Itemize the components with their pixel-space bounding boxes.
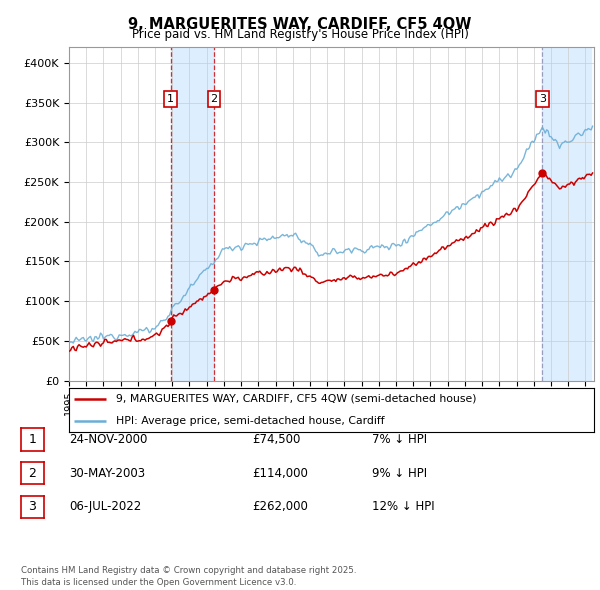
Text: HPI: Average price, semi-detached house, Cardiff: HPI: Average price, semi-detached house,… xyxy=(116,416,385,426)
Text: 2: 2 xyxy=(28,467,37,480)
Text: 7% ↓ HPI: 7% ↓ HPI xyxy=(372,433,427,446)
Text: Contains HM Land Registry data © Crown copyright and database right 2025.
This d: Contains HM Land Registry data © Crown c… xyxy=(21,566,356,587)
Text: 2: 2 xyxy=(211,94,217,104)
Text: 3: 3 xyxy=(539,94,546,104)
Text: 9, MARGUERITES WAY, CARDIFF, CF5 4QW: 9, MARGUERITES WAY, CARDIFF, CF5 4QW xyxy=(128,17,472,31)
Text: 3: 3 xyxy=(28,500,37,513)
Text: 1: 1 xyxy=(167,94,174,104)
Text: 24-NOV-2000: 24-NOV-2000 xyxy=(69,433,148,446)
Text: 06-JUL-2022: 06-JUL-2022 xyxy=(69,500,141,513)
Text: 9% ↓ HPI: 9% ↓ HPI xyxy=(372,467,427,480)
Text: 30-MAY-2003: 30-MAY-2003 xyxy=(69,467,145,480)
Text: £74,500: £74,500 xyxy=(252,433,301,446)
Text: Price paid vs. HM Land Registry's House Price Index (HPI): Price paid vs. HM Land Registry's House … xyxy=(131,28,469,41)
Bar xyxy=(170,47,214,381)
Text: £262,000: £262,000 xyxy=(252,500,308,513)
Text: 1: 1 xyxy=(28,433,37,446)
Text: £114,000: £114,000 xyxy=(252,467,308,480)
Text: 12% ↓ HPI: 12% ↓ HPI xyxy=(372,500,434,513)
Text: 9, MARGUERITES WAY, CARDIFF, CF5 4QW (semi-detached house): 9, MARGUERITES WAY, CARDIFF, CF5 4QW (se… xyxy=(116,394,477,404)
Bar xyxy=(542,47,590,381)
